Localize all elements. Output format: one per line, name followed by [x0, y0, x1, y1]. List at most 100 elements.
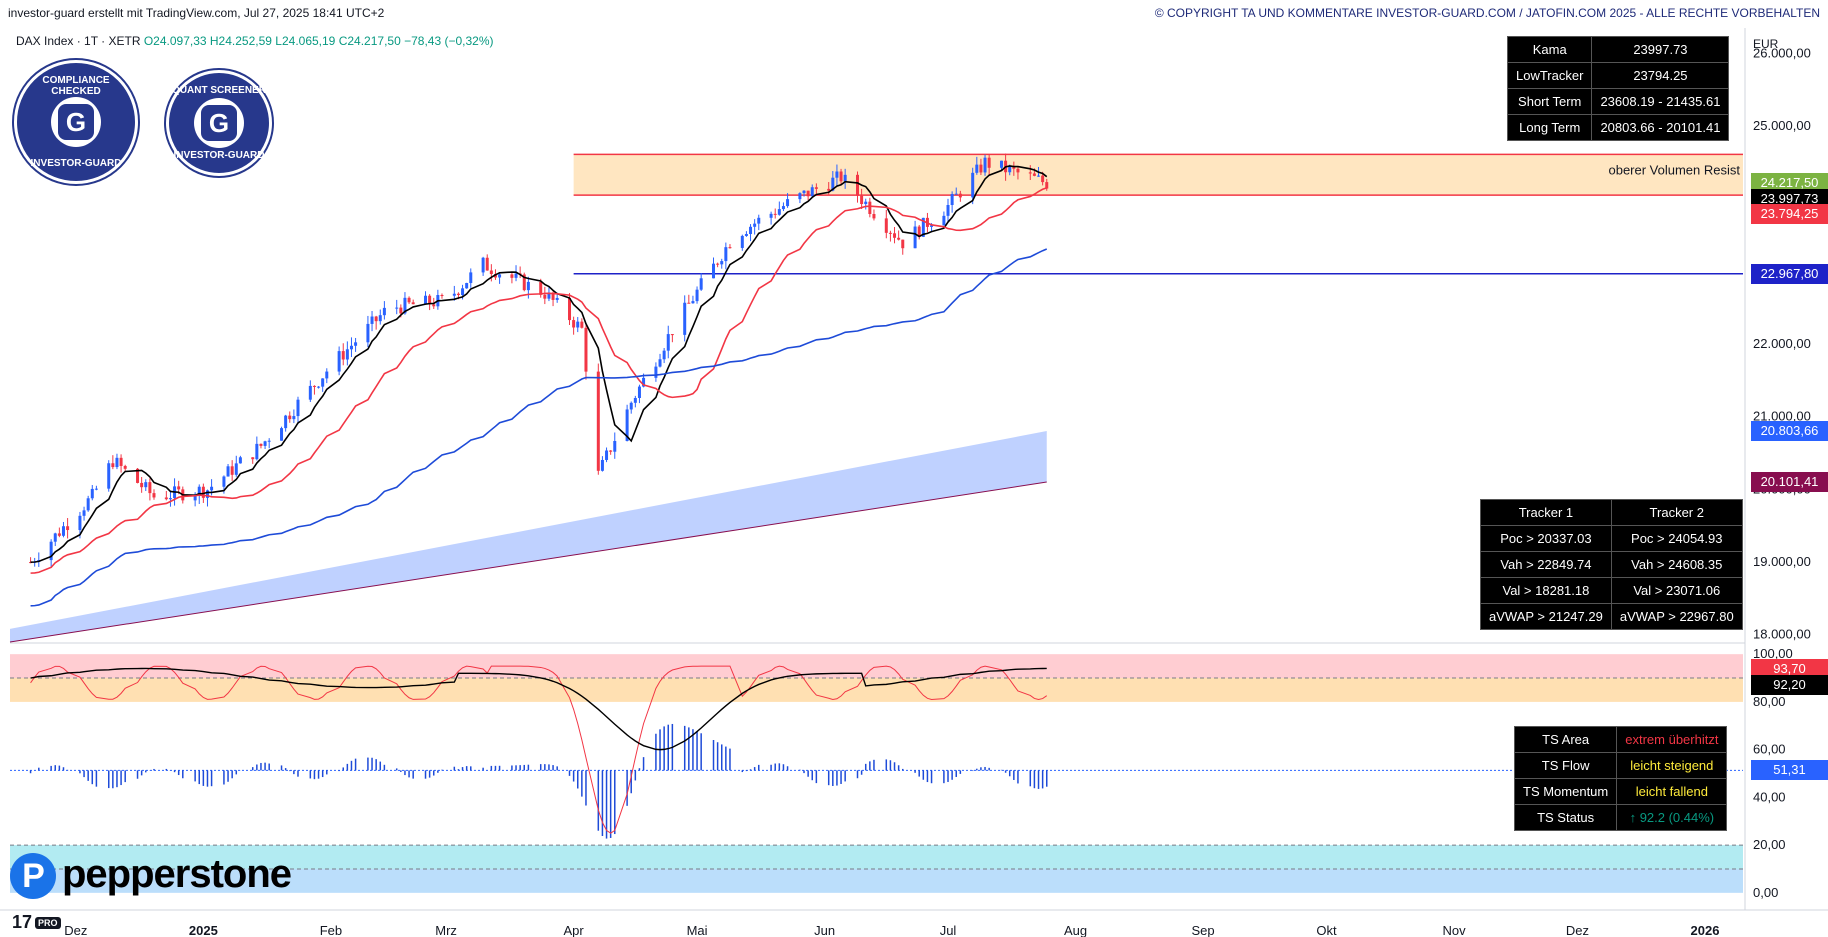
candle-body [802, 190, 806, 194]
time-tick-label: Nov [1442, 923, 1466, 937]
candle-body [49, 541, 53, 561]
candle-body [341, 351, 345, 360]
header-attribution: investor-guard erstellt mit TradingView.… [8, 6, 385, 20]
indicator-table: Kama 23997.73 LowTracker 23794.25 Short Term… [1506, 36, 1730, 141]
candle-body [637, 386, 641, 399]
ts-label: TS Status [1513, 804, 1618, 831]
candle-body [337, 351, 341, 372]
candle-body [979, 164, 983, 173]
price-tick-label: 25.000,00 [1753, 118, 1811, 133]
indicator-value: 20803.66 - 20101.41 [1591, 114, 1730, 141]
candle-body [382, 307, 386, 316]
symbol-name[interactable]: DAX Index · 1T · XETR [16, 34, 141, 48]
candle-body [205, 490, 209, 498]
candle-body [753, 223, 757, 227]
time-tick-label: 2025 [189, 923, 218, 937]
indicator-label: LowTracker [1506, 62, 1593, 89]
osc-tick-label: 0,00 [1753, 885, 1778, 900]
candle-body [115, 457, 119, 468]
tracker-row: aVWAP > 21247.29 aVWAP > 22967.80 [1480, 603, 1743, 630]
candle-body [975, 164, 979, 173]
candle-body [1037, 175, 1041, 177]
candle-body [164, 497, 168, 500]
candle-body [366, 323, 370, 343]
candle-body [860, 195, 864, 205]
osc-oversold-top [10, 845, 1743, 869]
candle-body [605, 450, 609, 460]
symbol-info[interactable]: DAX Index · 1T · XETR O24.097,33 H24.252… [16, 34, 494, 48]
candle-body [238, 457, 242, 464]
candle-body [946, 205, 950, 216]
price-tick-label: 19.000,00 [1753, 554, 1811, 569]
candle-body [654, 366, 658, 378]
header-copyright: © COPYRIGHT TA UND KOMMENTARE INVESTOR-G… [1154, 6, 1820, 20]
badge-bottom-text: INVESTOR-GUARD [173, 150, 265, 161]
candle-body [769, 213, 773, 218]
candle-body [773, 213, 777, 215]
candle-body [29, 562, 33, 564]
candle-body [921, 217, 925, 237]
tracker-row: Val > 18281.18 Val > 23071.06 [1480, 577, 1743, 604]
candle-body [666, 334, 670, 351]
candle-body [234, 463, 238, 475]
candle-body [90, 488, 94, 499]
osc-tick-label: 20,00 [1753, 837, 1786, 852]
candle-body [810, 187, 814, 197]
osc-value-tag: 92,20 [1751, 674, 1828, 695]
candle-body [152, 493, 156, 498]
ts-row: TS Status ↑ 92.2 (0.44%) [1513, 804, 1728, 831]
candle-body [942, 215, 946, 226]
candle-body [222, 476, 226, 487]
candle-body [144, 482, 148, 488]
candle-body [695, 289, 699, 302]
candle-body [629, 402, 633, 410]
time-tick-label: 2026 [1691, 923, 1720, 937]
candle-body [856, 174, 859, 196]
candle-body [917, 226, 921, 237]
price-tag: 20.803,66 [1751, 421, 1828, 441]
indicator-row: Long Term 20803.66 - 20101.41 [1506, 114, 1730, 141]
badge-bottom-text: INVESTOR-GUARD [30, 158, 122, 169]
ts-row: TS Area extrem überhitzt [1513, 726, 1728, 753]
tradingview-logo[interactable]: 17 PRO [12, 912, 61, 933]
pepperstone-wordmark: pepperstone [62, 852, 292, 896]
indicator-label: Kama [1506, 36, 1593, 63]
indicator-label: Long Term [1506, 114, 1593, 141]
quant-screener-badge: QUANT SCREENER G INVESTOR-GUARD [166, 70, 272, 176]
low-tracker-line [30, 187, 1048, 574]
candle-body [864, 201, 868, 205]
shield-icon: G [201, 105, 237, 141]
osc-oversold-zone [10, 868, 1743, 893]
candle-body [177, 486, 181, 490]
candle-body [374, 316, 378, 322]
shield-icon: G [58, 104, 94, 140]
candle-body [600, 459, 604, 471]
candle-body [119, 457, 123, 466]
candle-body [987, 157, 991, 168]
tracker-1-value: Poc > 20337.03 [1480, 525, 1612, 552]
candle-body [432, 304, 436, 307]
candle-body [354, 342, 358, 346]
tracker-2-value: Vah > 24608.35 [1610, 551, 1743, 578]
candle-body [777, 209, 781, 215]
candle-body [259, 443, 263, 446]
candle-body [576, 321, 580, 328]
candle-body [827, 188, 831, 191]
candle-body [580, 321, 584, 328]
candle-body [411, 302, 415, 305]
candle-body [469, 272, 473, 284]
candle-body [308, 385, 312, 400]
candle-body [551, 292, 555, 300]
tracker-1-value: Val > 18281.18 [1480, 577, 1612, 604]
candle-body [263, 441, 267, 446]
price-tick-label: 26.000,00 [1753, 45, 1811, 60]
tracker-table: Tracker 1 Tracker 2 Poc > 20337.03 Poc > … [1480, 499, 1743, 630]
price-tag: 24.217,50 [1751, 172, 1828, 193]
candle-body [658, 359, 662, 367]
candle-body [662, 350, 666, 360]
candle-body [839, 171, 843, 182]
candle-body [317, 386, 321, 388]
candle-body [284, 415, 288, 429]
candle-body [893, 233, 897, 238]
